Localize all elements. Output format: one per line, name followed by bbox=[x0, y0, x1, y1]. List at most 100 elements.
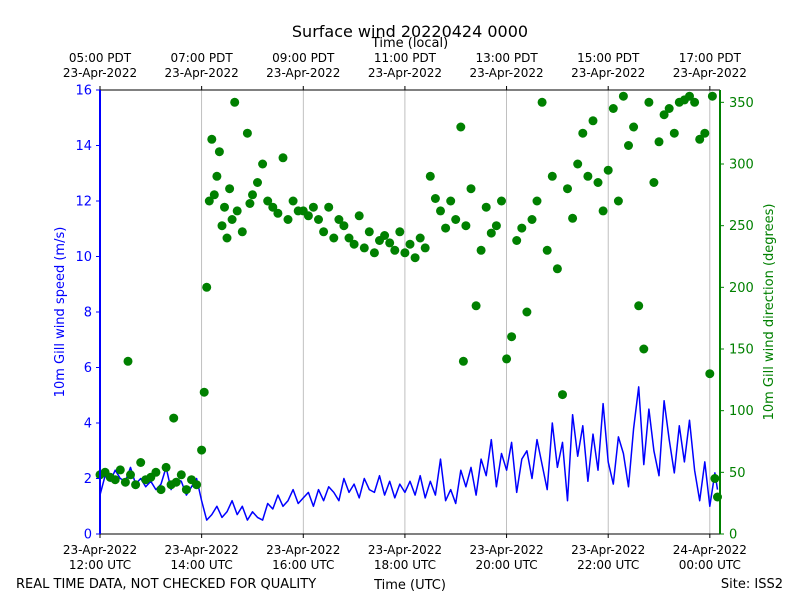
direction-point bbox=[237, 227, 247, 237]
left-axis-label: 10m Gill wind speed (m/s) bbox=[53, 227, 68, 398]
bottom-tick-date: 23-Apr-2022 bbox=[63, 543, 137, 557]
direction-point bbox=[486, 228, 496, 238]
direction-point bbox=[209, 190, 219, 200]
speed-series bbox=[99, 386, 719, 521]
top-tick-time: 05:00 PDT bbox=[69, 51, 132, 65]
direction-point bbox=[624, 141, 633, 150]
direction-point bbox=[204, 196, 214, 206]
direction-point bbox=[471, 301, 481, 311]
direction-point bbox=[344, 233, 354, 243]
direction-point bbox=[603, 165, 613, 175]
direction-point bbox=[329, 233, 339, 243]
direction-point bbox=[385, 238, 395, 248]
direction-point bbox=[456, 122, 466, 132]
direction-point bbox=[634, 301, 644, 311]
bottom-tick-time: 22:00 UTC bbox=[577, 558, 639, 572]
left-tick-label: 10 bbox=[75, 250, 92, 265]
top-tick-date: 23-Apr-2022 bbox=[469, 66, 543, 80]
direction-point bbox=[395, 227, 405, 237]
direction-point bbox=[258, 159, 268, 169]
direction-point bbox=[263, 196, 273, 206]
direction-point bbox=[588, 116, 598, 126]
direction-point bbox=[532, 196, 542, 206]
direction-point bbox=[700, 128, 710, 138]
direction-point bbox=[481, 202, 491, 212]
direction-point bbox=[593, 178, 603, 187]
direction-point bbox=[314, 215, 323, 224]
direction-point bbox=[324, 202, 334, 212]
direction-point bbox=[380, 231, 390, 240]
direction-point bbox=[207, 134, 217, 144]
direction-point bbox=[151, 467, 161, 477]
right-tick-label: 250 bbox=[729, 219, 754, 234]
top-axis-label: Time (local) bbox=[371, 36, 448, 51]
direction-point bbox=[288, 196, 298, 206]
direction-point bbox=[497, 196, 506, 206]
x-axis-label: Time (UTC) bbox=[373, 578, 446, 593]
direction-point bbox=[222, 233, 232, 243]
top-tick-date: 23-Apr-2022 bbox=[266, 66, 340, 80]
direction-point bbox=[522, 307, 532, 317]
direction-point bbox=[517, 223, 527, 233]
direction-point bbox=[136, 458, 146, 467]
direction-point bbox=[197, 445, 207, 455]
direction-point bbox=[476, 245, 486, 255]
direction-point bbox=[690, 97, 700, 107]
top-tick-date: 23-Apr-2022 bbox=[571, 66, 645, 80]
direction-point bbox=[308, 202, 318, 212]
bottom-tick-date: 23-Apr-2022 bbox=[266, 543, 340, 557]
direction-point bbox=[245, 199, 255, 208]
top-tick-time: 15:00 PDT bbox=[577, 51, 640, 65]
direction-point bbox=[578, 128, 588, 138]
direction-point bbox=[705, 369, 715, 379]
left-tick-label: 4 bbox=[84, 417, 92, 432]
direction-point bbox=[629, 122, 639, 132]
direction-point bbox=[425, 171, 435, 181]
right-tick-label: 200 bbox=[729, 281, 754, 296]
direction-point bbox=[405, 239, 415, 249]
top-tick-time: 09:00 PDT bbox=[272, 51, 335, 65]
direction-point bbox=[232, 206, 242, 216]
top-tick-date: 23-Apr-2022 bbox=[368, 66, 442, 80]
direction-point bbox=[120, 477, 130, 487]
right-tick-label: 0 bbox=[729, 528, 737, 543]
direction-point bbox=[390, 245, 400, 255]
right-tick-label: 300 bbox=[729, 158, 754, 173]
direction-point bbox=[253, 178, 262, 187]
direction-point bbox=[441, 223, 451, 233]
direction-point bbox=[695, 134, 705, 144]
direction-point bbox=[547, 171, 557, 181]
direction-point bbox=[161, 462, 171, 472]
bottom-tick-date: 23-Apr-2022 bbox=[368, 543, 442, 557]
left-tick-label: 16 bbox=[75, 84, 92, 99]
direction-point bbox=[507, 332, 517, 342]
direction-point bbox=[278, 153, 288, 163]
direction-point bbox=[369, 248, 379, 258]
direction-point bbox=[664, 104, 674, 113]
left-tick-label: 8 bbox=[84, 306, 92, 321]
direction-point bbox=[217, 221, 227, 231]
direction-point bbox=[710, 474, 720, 483]
right-tick-label: 100 bbox=[729, 404, 754, 419]
direction-point bbox=[110, 475, 120, 485]
direction-point bbox=[446, 196, 456, 206]
direction-point bbox=[415, 233, 425, 243]
direction-point bbox=[461, 221, 471, 231]
direction-point bbox=[303, 211, 313, 221]
top-tick-date: 23-Apr-2022 bbox=[63, 66, 137, 80]
direction-point bbox=[192, 480, 202, 490]
direction-point bbox=[176, 470, 186, 480]
direction-point bbox=[227, 215, 237, 224]
direction-point bbox=[430, 194, 440, 203]
direction-point bbox=[639, 344, 649, 354]
direction-point bbox=[568, 213, 578, 223]
direction-point bbox=[669, 128, 679, 138]
direction-point bbox=[126, 470, 135, 480]
grid-lines bbox=[201, 90, 711, 534]
direction-point bbox=[563, 184, 572, 194]
top-tick-date: 23-Apr-2022 bbox=[673, 66, 747, 80]
bottom-tick-time: 12:00 UTC bbox=[69, 558, 131, 572]
